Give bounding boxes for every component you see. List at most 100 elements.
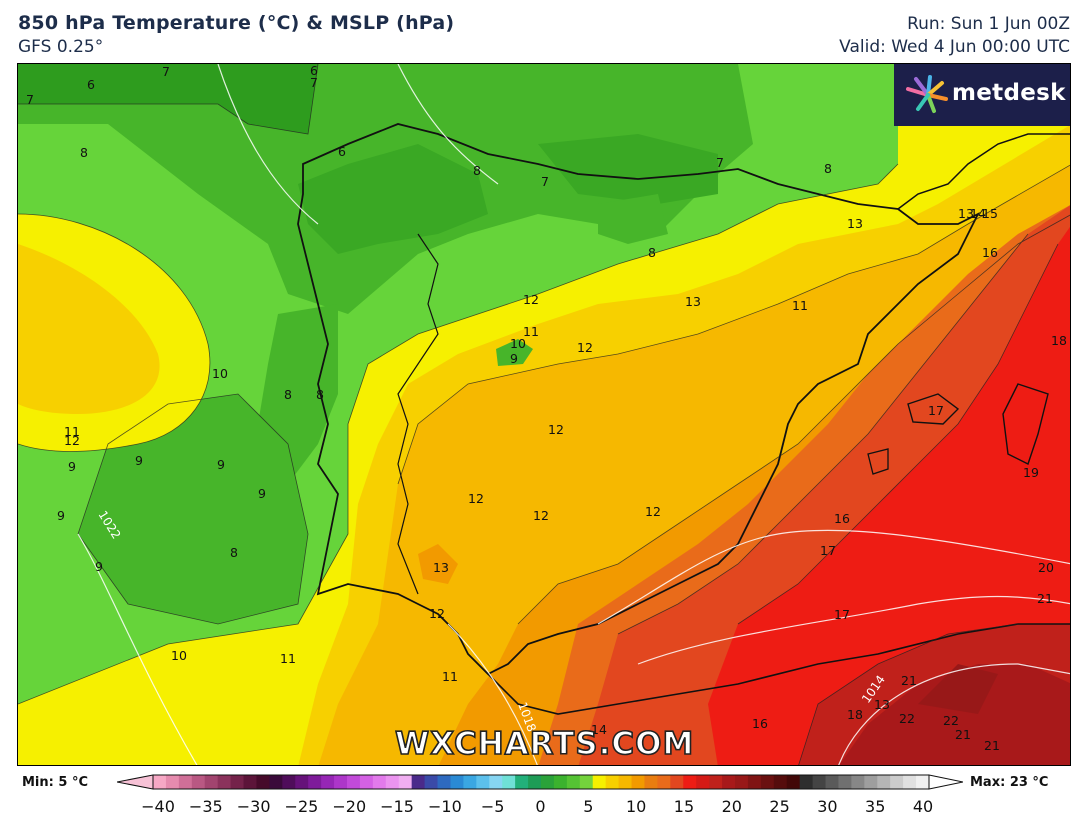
- scale-tick-label: −15: [380, 797, 414, 816]
- scale-swatch: [153, 775, 167, 789]
- contour-label: 7: [26, 92, 34, 107]
- contour-label: 12: [533, 508, 549, 523]
- contour-label: 12: [468, 491, 484, 506]
- scale-swatch: [683, 775, 697, 789]
- scale-swatch: [489, 775, 503, 789]
- scale-swatch: [696, 775, 710, 789]
- scale-tick-label: −20: [332, 797, 367, 816]
- contour-label: 11: [792, 298, 808, 313]
- scale-tick-label: 15: [673, 797, 695, 816]
- scale-swatch: [838, 775, 852, 789]
- contour-label: 11: [442, 669, 458, 684]
- legend-max-label: Max: 23 °C: [970, 775, 1049, 790]
- contour-label: 6: [338, 144, 346, 159]
- scale-swatch: [528, 775, 542, 789]
- contour-label: 7: [541, 174, 549, 189]
- scale-swatch: [372, 775, 387, 789]
- scale-swatch: [851, 775, 865, 789]
- scale-swatch: [566, 775, 581, 789]
- scale-swatch: [631, 775, 645, 789]
- contour-label: 21: [1037, 591, 1053, 606]
- contour-label: 8: [230, 545, 238, 560]
- contour-label: 12: [523, 292, 539, 307]
- contour-label: 12: [429, 606, 445, 621]
- model-label: GFS 0.25°: [18, 37, 104, 57]
- contour-label: 21: [984, 738, 1000, 753]
- scale-swatch: [347, 775, 361, 789]
- scale-swatch: [502, 775, 516, 789]
- scale-swatch: [644, 775, 658, 789]
- scale-swatch: [411, 775, 426, 789]
- scale-swatch: [204, 775, 219, 789]
- contour-label: 6: [87, 77, 95, 92]
- scale-swatch: [722, 775, 736, 789]
- scale-tick-label: 25: [769, 797, 790, 816]
- scale-min-arrow: [117, 774, 154, 790]
- contour-label: 16: [752, 716, 768, 731]
- scale-swatch: [463, 775, 477, 789]
- scale-swatch: [657, 775, 671, 789]
- scale-tick-label: −35: [188, 797, 223, 816]
- scale-swatch: [579, 775, 594, 789]
- chart-title: 850 hPa Temperature (°C) & MSLP (hPa): [18, 12, 455, 34]
- scale-swatch: [812, 775, 827, 789]
- scale-swatch: [553, 775, 568, 789]
- scale-swatch: [256, 775, 270, 789]
- scale-tick-label: 35: [865, 797, 886, 816]
- scale-tick-label: 10: [625, 797, 647, 816]
- scale-tick-label: −30: [236, 797, 271, 816]
- contour-label: 9: [57, 508, 65, 523]
- contour-label: 11: [280, 651, 296, 666]
- contour-label: 11: [64, 424, 80, 439]
- contour-label: 11: [523, 324, 539, 339]
- contour-label: 13: [958, 206, 974, 221]
- scale-swatch: [592, 775, 607, 789]
- color-scale-bar: [117, 774, 963, 790]
- contour-label: 17: [820, 543, 836, 558]
- scale-tick-label: 0: [535, 797, 546, 816]
- weather-map[interactable]: 6 7 6 7 7 8 6 8 7 7 8 13 13 14 15 16 8 12 13 11 11 10 9 12 18 10 8…: [17, 63, 1071, 766]
- scale-swatch: [178, 775, 193, 789]
- brand-name: metdesk: [952, 80, 1066, 106]
- contour-label: 9: [95, 559, 103, 574]
- contour-label: 12: [548, 422, 564, 437]
- contour-label: 9: [135, 453, 143, 468]
- scale-swatch: [916, 775, 930, 789]
- contour-label: 16: [834, 511, 850, 526]
- metdesk-logo[interactable]: metdesk: [894, 64, 1070, 126]
- contour-label: 10: [510, 336, 526, 351]
- contour-label: 15: [982, 206, 998, 221]
- scale-swatch: [799, 775, 814, 789]
- contour-label: 17: [834, 607, 850, 622]
- scale-swatch: [282, 775, 296, 789]
- run-time: Run: Sun 1 Jun 00Z: [907, 14, 1070, 34]
- contour-label: 10: [212, 366, 228, 381]
- scale-swatch: [760, 775, 775, 789]
- contour-label: 13: [685, 294, 701, 309]
- contour-label: 9: [68, 459, 76, 474]
- scale-swatch: [903, 775, 917, 789]
- scale-swatch: [773, 775, 788, 789]
- contour-label: 8: [284, 387, 292, 402]
- scale-swatch: [269, 775, 283, 789]
- contour-label: 6: [310, 64, 318, 78]
- contour-label: 12: [645, 504, 661, 519]
- scale-swatch: [670, 775, 684, 789]
- scale-swatch: [243, 775, 257, 789]
- scale-swatch: [515, 775, 529, 789]
- contour-label: 20: [1038, 560, 1054, 575]
- scale-swatch: [230, 775, 245, 789]
- contour-label: 14: [591, 722, 607, 737]
- contour-label: 9: [258, 486, 266, 501]
- contour-label: 12: [64, 433, 80, 448]
- contour-label: 19: [1023, 465, 1039, 480]
- scale-swatch: [385, 775, 400, 789]
- scale-swatch: [437, 775, 451, 789]
- contour-label: 14: [970, 206, 986, 221]
- contour-label: 9: [217, 457, 225, 472]
- scale-swatch: [450, 775, 464, 789]
- scale-tick-label: −10: [427, 797, 462, 816]
- contour-label: 16: [982, 245, 998, 260]
- scale-swatch: [398, 775, 413, 789]
